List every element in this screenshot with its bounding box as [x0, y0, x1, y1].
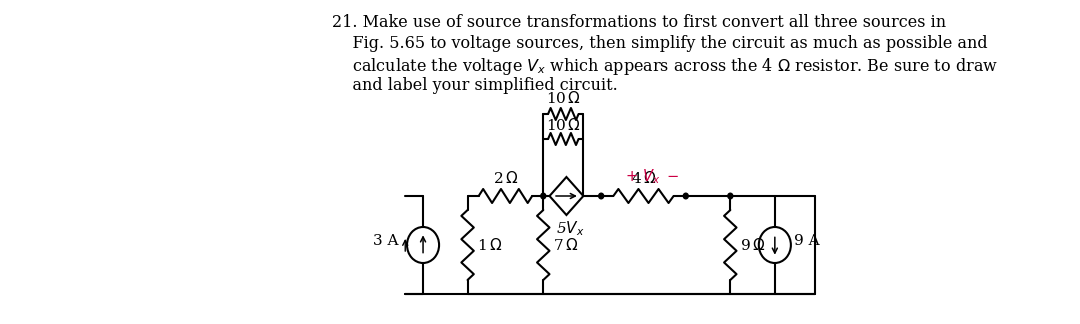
Circle shape: [541, 193, 545, 199]
Text: 1$\,\Omega$: 1$\,\Omega$: [477, 237, 502, 253]
Text: 9 A: 9 A: [795, 234, 820, 248]
Text: 10$\,\Omega$: 10$\,\Omega$: [545, 117, 581, 133]
Circle shape: [728, 193, 733, 199]
Text: 2$\,\Omega$: 2$\,\Omega$: [492, 170, 518, 186]
Text: 21. Make use of source transformations to first convert all three sources in: 21. Make use of source transformations t…: [333, 14, 946, 31]
Text: 3 A: 3 A: [373, 234, 399, 248]
Text: 7$\,\Omega$: 7$\,\Omega$: [553, 237, 579, 253]
Text: calculate the voltage $V_x$ which appears across the 4 $\Omega$ resistor. Be sur: calculate the voltage $V_x$ which appear…: [333, 56, 998, 77]
Text: Fig. 5.65 to voltage sources, then simplify the circuit as much as possible and: Fig. 5.65 to voltage sources, then simpl…: [333, 35, 988, 52]
Text: $+\ V_x\ -$: $+\ V_x\ -$: [625, 167, 678, 186]
Text: 10$\,\Omega$: 10$\,\Omega$: [545, 90, 581, 106]
Text: and label your simplified circuit.: and label your simplified circuit.: [333, 77, 618, 94]
Text: 5$V_x$: 5$V_x$: [556, 219, 584, 238]
Circle shape: [598, 193, 604, 199]
Text: 4$\,\Omega$: 4$\,\Omega$: [631, 170, 657, 186]
Text: 9$\,\Omega$: 9$\,\Omega$: [740, 237, 766, 253]
Circle shape: [684, 193, 688, 199]
